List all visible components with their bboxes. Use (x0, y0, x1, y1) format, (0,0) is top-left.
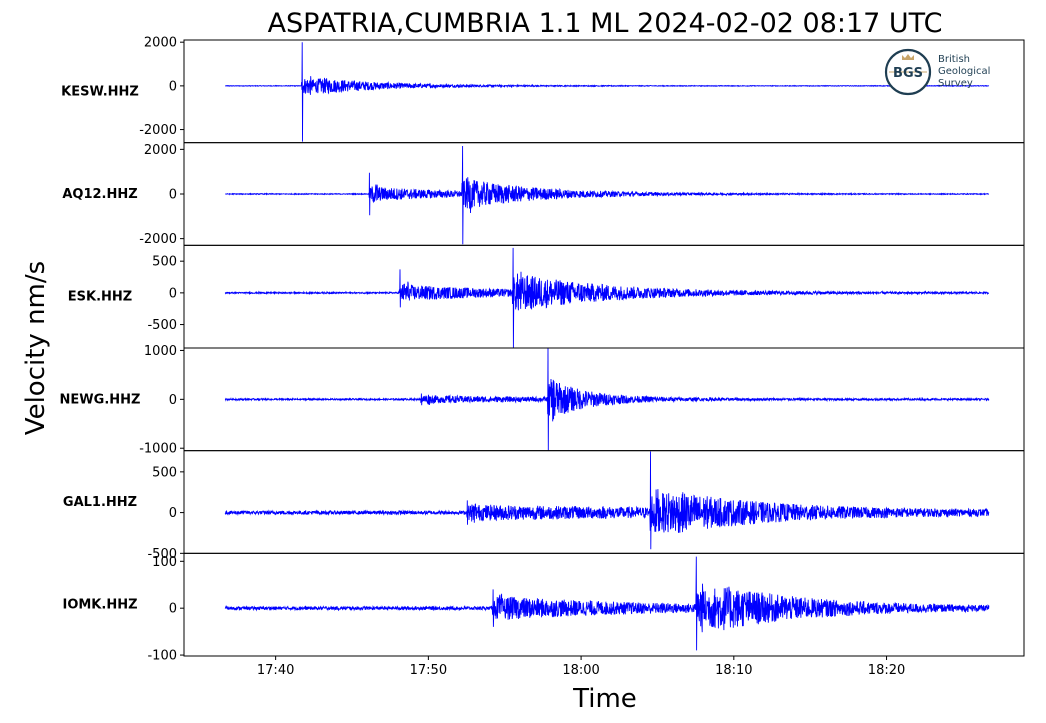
x-tick-label: 18:20 (868, 663, 905, 678)
chart-title: ASPATRIA,CUMBRIA 1.1 ML 2024-02-02 08:17… (268, 8, 943, 39)
panel-iomk-hhz: 100 0 -100 IOMK.HHZ (62, 552, 1025, 664)
trace-gal1-hhz (224, 451, 990, 550)
x-tick-label: 18:00 (562, 663, 599, 678)
panel-newg-hhz: 1000 0 -1000 NEWG.HHZ (60, 344, 1025, 457)
panel-gal1-hhz: 500 0 -500 GAL1.HHZ (63, 450, 1025, 562)
y-tick-label: -2000 (139, 232, 177, 247)
panel-frame (183, 450, 1025, 554)
logo-line-3: Survey (938, 78, 973, 89)
station-label: ESK.HHZ (68, 290, 132, 305)
panel-frame (183, 552, 1025, 657)
y-tick-label: -2000 (139, 123, 177, 138)
bgs-logo: BGS British Geological Survey (884, 48, 990, 96)
x-axis: 17:40 17:50 18:00 18:10 18:20 (257, 656, 905, 678)
y-tick-label: -500 (147, 318, 177, 333)
y-tick-label: 0 (169, 393, 177, 408)
y-tick-label: 500 (152, 465, 177, 480)
trace-kesw-hhz (224, 42, 990, 142)
x-tick-label: 18:10 (715, 663, 752, 678)
logo-line-1: British (938, 54, 970, 65)
y-tick-label: 2000 (144, 36, 177, 51)
logo-abbr: BGS (893, 66, 923, 81)
y-tick-label: 2000 (144, 143, 177, 158)
trace-panels: 2000 0 -2000 KESW.HHZ 2000 0 -2000 AQ12.HHZ 500 0… (60, 36, 1025, 664)
y-tick-label: 0 (169, 506, 177, 521)
panel-aq12-hhz: 2000 0 -2000 AQ12.HHZ (62, 142, 1025, 247)
x-axis-label: Time (572, 684, 637, 714)
station-label: AQ12.HHZ (62, 187, 137, 202)
trace-esk-hhz (224, 247, 990, 348)
y-axis-label: Velocity nm/s (21, 261, 51, 435)
y-tick-label: 100 (152, 555, 177, 570)
y-tick-label: 0 (169, 602, 177, 617)
station-label: NEWG.HHZ (60, 392, 141, 407)
y-tick-label: 0 (169, 79, 177, 94)
y-tick-label: 0 (169, 188, 177, 203)
x-tick-label: 17:40 (257, 663, 294, 678)
panel-esk-hhz: 500 0 -500 ESK.HHZ (68, 244, 1025, 349)
crown-icon (902, 54, 914, 60)
x-tick-label: 17:50 (410, 663, 447, 678)
y-tick-label: 500 (152, 255, 177, 270)
trace-newg-hhz (224, 348, 990, 451)
y-tick-label: 0 (169, 286, 177, 301)
y-tick-label: -500 (147, 547, 177, 562)
trace-iomk-hhz (224, 556, 990, 651)
panel-kesw-hhz: 2000 0 -2000 KESW.HHZ (61, 36, 1025, 144)
station-label: IOMK.HHZ (62, 598, 137, 613)
station-label: GAL1.HHZ (63, 495, 137, 510)
y-tick-label: -1000 (139, 442, 177, 457)
logo-line-2: Geological (938, 66, 990, 77)
station-label: KESW.HHZ (61, 84, 139, 99)
trace-aq12-hhz (225, 145, 990, 245)
y-tick-label: 1000 (144, 344, 177, 359)
y-tick-label: -100 (147, 649, 177, 664)
